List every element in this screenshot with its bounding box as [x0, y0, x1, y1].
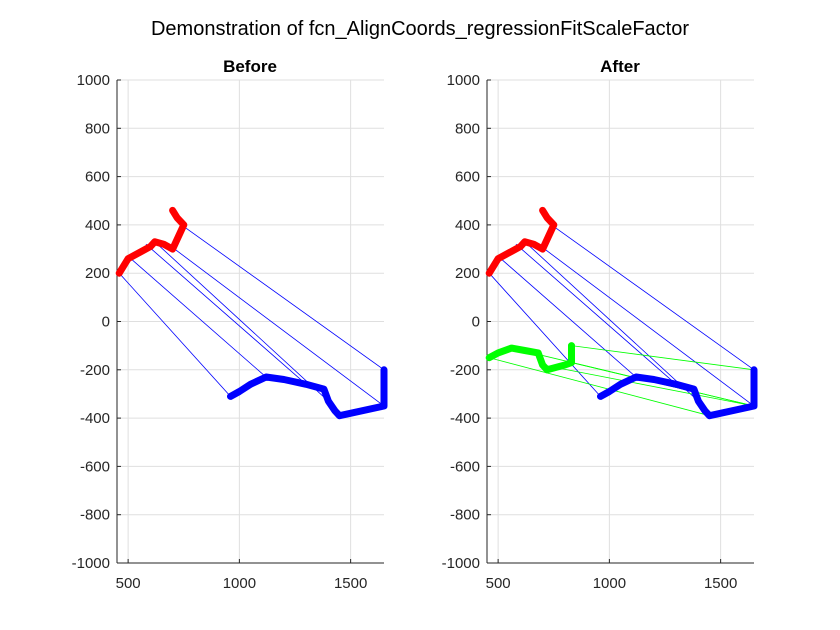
y-tick-label: -200: [450, 362, 480, 379]
y-tick-label: 600: [85, 169, 110, 186]
x-tick-label: 500: [486, 575, 511, 592]
x-tick-label: 1000: [223, 575, 256, 592]
before-axes-title: Before: [223, 57, 277, 76]
red-path-series: [115, 206, 188, 277]
red-path-series: [485, 206, 558, 277]
y-tick-label: 200: [85, 265, 110, 282]
correspondence-line: [515, 243, 677, 385]
x-tick-label: 1500: [334, 575, 367, 592]
blue-path-series: [227, 366, 388, 420]
y-tick-label: -1000: [72, 555, 110, 572]
y-tick-label: 400: [455, 217, 480, 234]
x-tick-label: 1000: [593, 575, 626, 592]
y-tick-label: 1000: [77, 72, 110, 89]
y-tick-label: 0: [102, 314, 110, 331]
y-tick-label: -800: [450, 507, 480, 524]
y-tick-label: 0: [472, 314, 480, 331]
blue-path-series: [597, 366, 758, 420]
y-tick-label: -600: [450, 458, 480, 475]
correspondence-line: [488, 272, 601, 397]
correspondence-line: [181, 224, 385, 371]
correspondence-line: [551, 224, 755, 371]
y-tick-label: -1000: [442, 555, 480, 572]
x-tick-label: 1500: [704, 575, 737, 592]
fitted-correspondence-line: [542, 364, 755, 407]
y-tick-label: -600: [80, 458, 110, 475]
after-axes: After -1000 -800 -600 -400 -200 0 200 400 600 800…: [442, 57, 758, 592]
y-tick-label: -400: [80, 410, 110, 427]
correspondence-line: [524, 241, 699, 402]
correspondence-line: [167, 243, 385, 407]
correspondence-line: [127, 255, 267, 378]
y-tick-label: 1000: [447, 72, 480, 89]
before-axes: Before -1000 -800 -600 -400 -200 0 200 400 600 80…: [72, 57, 388, 592]
y-tick-label: -800: [80, 507, 110, 524]
y-tick-label: 800: [85, 120, 110, 137]
figure-title: Demonstration of fcn_AlignCoords_regress…: [151, 18, 689, 40]
y-tick-label: -400: [450, 410, 480, 427]
green-path-series: [485, 342, 575, 374]
y-tick-label: 800: [455, 120, 480, 137]
correspondence-line: [145, 243, 307, 385]
y-tick-label: 400: [85, 217, 110, 234]
correspondence-line: [118, 272, 231, 397]
x-tick-label: 500: [116, 575, 141, 592]
correspondence-line: [497, 255, 637, 378]
y-tick-label: -200: [80, 362, 110, 379]
correspondence-line: [537, 243, 755, 407]
after-axes-title: After: [600, 57, 640, 76]
y-tick-label: 600: [455, 169, 480, 186]
fitted-correspondence-line: [571, 345, 755, 371]
y-tick-label: 200: [455, 265, 480, 282]
correspondence-line: [154, 241, 329, 402]
fitted-correspondence-line: [489, 357, 710, 417]
